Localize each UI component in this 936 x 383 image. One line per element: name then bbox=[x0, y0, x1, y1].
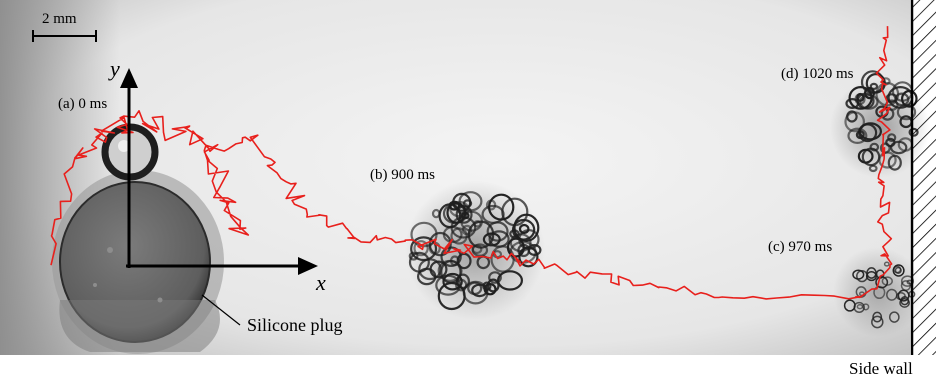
y-axis-label: y bbox=[110, 56, 120, 81]
coordinate-axes bbox=[120, 68, 318, 275]
bubble-trajectory bbox=[50, 26, 893, 300]
bubble-cluster-900ms bbox=[405, 180, 545, 320]
side-wall bbox=[910, 0, 936, 355]
bubble-cluster-970ms bbox=[833, 247, 923, 337]
scale-bar-label: 2 mm bbox=[42, 11, 77, 27]
snapshot-label-d: (d) 1020 ms bbox=[781, 66, 854, 82]
x-axis-label: x bbox=[316, 270, 326, 295]
snapshot-label-a: (a) 0 ms bbox=[58, 96, 108, 112]
plug-label: Silicone plug bbox=[247, 315, 343, 335]
silicone-plug bbox=[52, 170, 224, 354]
snapshot-label-c: (c) 970 ms bbox=[768, 239, 833, 255]
snapshot-label-b: (b) 900 ms bbox=[370, 167, 435, 183]
plug-leader-line bbox=[201, 294, 241, 326]
scale-bar bbox=[32, 30, 97, 42]
side-wall-label: Side wall bbox=[849, 359, 913, 378]
bubble-cluster-1020ms bbox=[830, 70, 930, 178]
